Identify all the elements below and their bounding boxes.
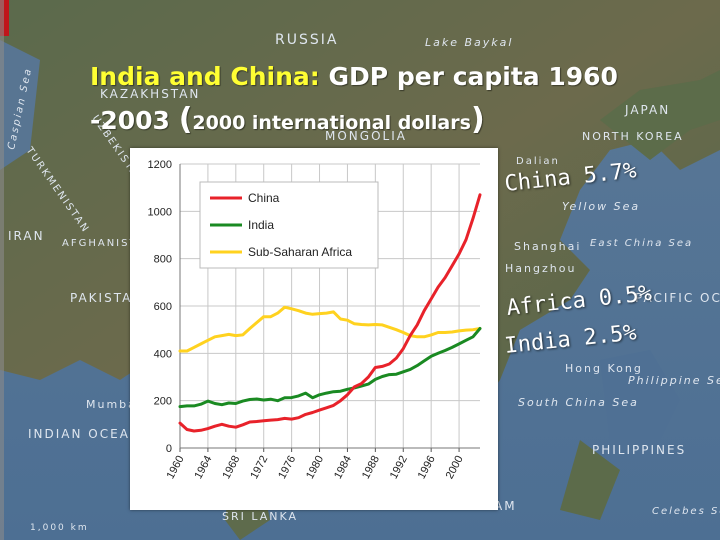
title-part-india-china: India and China: [90, 62, 320, 91]
map-label-north-korea: NORTH KOREA [582, 130, 684, 143]
y-tick-label: 1200 [148, 159, 172, 171]
slide-accent-bar [0, 0, 9, 36]
map-label-sri-lanka: SRI LANKA [222, 510, 298, 523]
title-part-years: -2003 [90, 106, 170, 135]
x-tick-label: 1960 [165, 454, 187, 481]
map-label-kazakhstan: KAZAKHSTAN [100, 87, 200, 101]
title-part-close-paren: ) [470, 102, 485, 137]
x-tick-label: 1980 [304, 454, 326, 481]
x-tick-label: 1972 [248, 454, 270, 481]
x-tick-label: 2000 [444, 454, 466, 481]
map-label-south-china-sea: South China Sea [518, 396, 639, 409]
y-tick-label: 200 [154, 396, 172, 408]
map-label-fragment: AM [494, 499, 517, 513]
title-part-gdp: GDP per capita 1960 [328, 62, 618, 91]
y-tick-label: 400 [154, 348, 172, 360]
map-label-japan: JAPAN [624, 103, 670, 117]
map-label-celebes-sea: Celebes Sea [652, 506, 720, 517]
map-label-turkmenistan: TURKMENISTAN [23, 145, 91, 236]
map-label-philippine-sea: Philippine Sea [628, 374, 720, 387]
map-label-hong-kong: Hong Kong [565, 362, 643, 375]
x-tick-label: 1976 [276, 454, 298, 481]
title-part-open-paren: ( [178, 102, 193, 137]
x-tick-label: 1992 [388, 454, 410, 481]
series-line-india [178, 327, 482, 409]
chart-svg: 0 200 400 600 800 1000 1200 1960 1964 1968 1972 197… [148, 159, 482, 481]
y-tick-label: 800 [154, 254, 172, 266]
series-line-sub-saharan-africa [178, 305, 482, 353]
map-label-dalian: Dalian [516, 156, 560, 167]
map-label-indian-ocean: INDIAN OCEAN [28, 427, 141, 441]
map-label-pakistan: PAKISTAN [70, 291, 143, 305]
legend-label: Sub-Saharan Africa [248, 245, 352, 259]
y-tick-label: 1000 [148, 206, 172, 218]
x-tick-label: 1984 [332, 454, 354, 481]
map-label-hangzhou: Hangzhou [505, 262, 576, 275]
legend-label: China [248, 191, 280, 205]
y-tick-label: 600 [154, 301, 172, 313]
map-label-russia: RUSSIA [275, 32, 338, 48]
map-label-lake-baykal: Lake Baykal [425, 36, 513, 49]
map-label-caspian-sea: Caspian Sea [6, 66, 34, 150]
slide-title-line-1: India and China: GDP per capita 1960 [90, 62, 618, 91]
series-line-china [178, 193, 482, 433]
map-label-afghanistan: AFGHANISTAN [62, 238, 155, 249]
x-tick-label: 1996 [416, 454, 438, 481]
map-label-mongolia: MONGOLIA [325, 129, 407, 143]
title-part-units: 2000 international dollars [192, 112, 471, 134]
map-label-iran: IRAN [8, 229, 45, 243]
x-tick-label: 1968 [220, 454, 242, 481]
slide-title-line-2: -2003 (2000 international dollars) [90, 102, 485, 137]
x-tick-label: 1988 [360, 454, 382, 481]
y-tick-label: 0 [166, 443, 172, 455]
map-label-mumbai: Mumbai [86, 398, 142, 411]
map-label-pacific-ocean: PACIFIC OCEAN [635, 291, 720, 305]
map-label-yellow-sea: Yellow Sea [562, 200, 640, 213]
x-tick-label: 1964 [192, 454, 214, 481]
map-label-east-china-sea: East China Sea [590, 238, 693, 249]
legend-label: India [248, 218, 274, 232]
gdp-line-chart: 0 200 400 600 800 1000 1200 1960 1964 1968 1972 197… [130, 148, 498, 510]
map-scale-label: 1,000 km [30, 523, 89, 533]
map-label-shanghai: Shanghai [514, 240, 581, 253]
map-label-philippines: PHILIPPINES [592, 443, 686, 457]
